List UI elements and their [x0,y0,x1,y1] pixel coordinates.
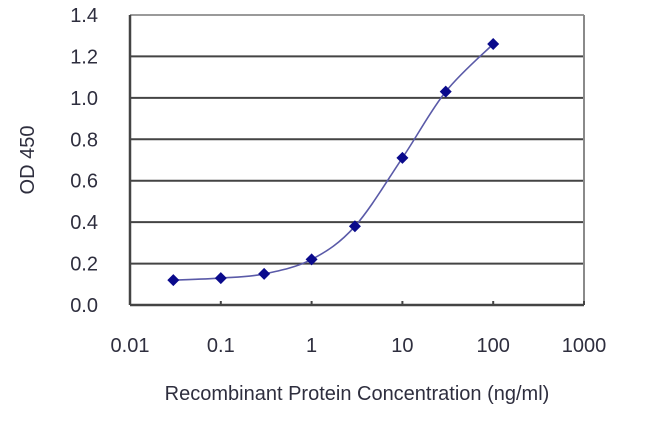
y-tick-label: 0.6 [70,171,98,193]
data-point-diamond-icon [258,267,271,280]
y-axis-title: OD 450 [17,126,39,195]
x-tick-label: 0.01 [111,335,150,357]
x-tick-label: 100 [477,335,510,357]
x-tick-label: 1000 [562,335,607,357]
gridlines [130,55,584,265]
data-points [167,38,500,287]
y-tick-labels: 0.0 0.2 0.4 0.6 0.8 1.0 1.2 1.4 [70,5,98,317]
y-tick-label: 0.2 [70,254,98,276]
y-tick-label: 1.4 [70,5,98,27]
x-axis-title: Recombinant Protein Concentration (ng/ml… [165,383,550,405]
y-tick-label: 0.4 [70,212,98,234]
data-point-diamond-icon [487,38,500,50]
data-point-diamond-icon [214,272,227,285]
x-tick-label: 10 [391,335,413,357]
y-tick-label: 1.2 [70,46,98,68]
y-tick-label: 1.0 [70,88,98,110]
fitted-curve [173,43,494,281]
x-tick-label: 1 [306,335,317,357]
x-tick-label: 0.1 [207,335,235,357]
axes [128,14,585,307]
data-point-diamond-icon [348,220,361,233]
x-tick-labels: 0.01 0.1 1 10 100 1000 [111,335,607,357]
y-tick-label: 0.0 [70,295,98,317]
data-point-diamond-icon [396,151,409,164]
data-point-diamond-icon [305,253,318,266]
y-tick-label: 0.8 [70,129,98,151]
data-point-diamond-icon [167,274,180,287]
data-point-diamond-icon [439,85,452,98]
